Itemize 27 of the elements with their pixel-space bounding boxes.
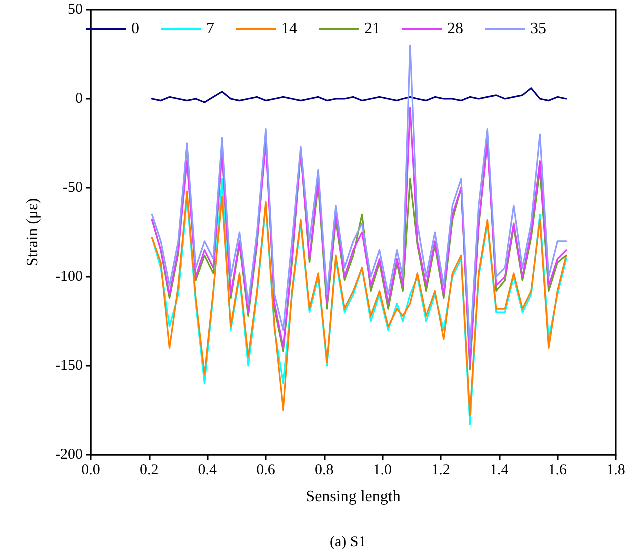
x-tick-label: 1.8: [606, 462, 626, 478]
y-tick-label: -200: [56, 447, 83, 463]
x-tick-label: 1.2: [432, 462, 450, 478]
y-tick-label: -100: [56, 269, 83, 285]
legend-label: 35: [530, 20, 546, 38]
x-tick-label: 0.6: [256, 462, 276, 478]
y-tick-label: 50: [68, 2, 83, 18]
x-tick-label: 0.0: [82, 462, 100, 478]
y-tick-label: -150: [56, 358, 83, 374]
legend-label: 21: [364, 20, 380, 38]
y-tick-label: 0: [76, 91, 83, 107]
x-axis-title: Sensing length: [306, 488, 401, 506]
line-series: [151, 44, 568, 349]
y-tick-label: -50: [63, 180, 83, 196]
legend-label: 28: [448, 20, 464, 38]
x-tick-label: 1.6: [548, 462, 568, 478]
line-series: [151, 88, 568, 104]
legend-label: 14: [282, 20, 298, 38]
legend-label: 7: [206, 20, 214, 38]
x-tick-label: 1.4: [490, 462, 510, 478]
x-tick-label: 0.8: [314, 462, 334, 478]
x-tick-label: 0.2: [140, 462, 159, 478]
x-tick-label: 0.4: [198, 462, 218, 478]
y-axis-title: Strain (με): [24, 198, 42, 267]
legend-label: 0: [132, 20, 140, 38]
x-tick-label: 1.0: [373, 462, 392, 478]
text: (a) S1: [330, 534, 366, 550]
